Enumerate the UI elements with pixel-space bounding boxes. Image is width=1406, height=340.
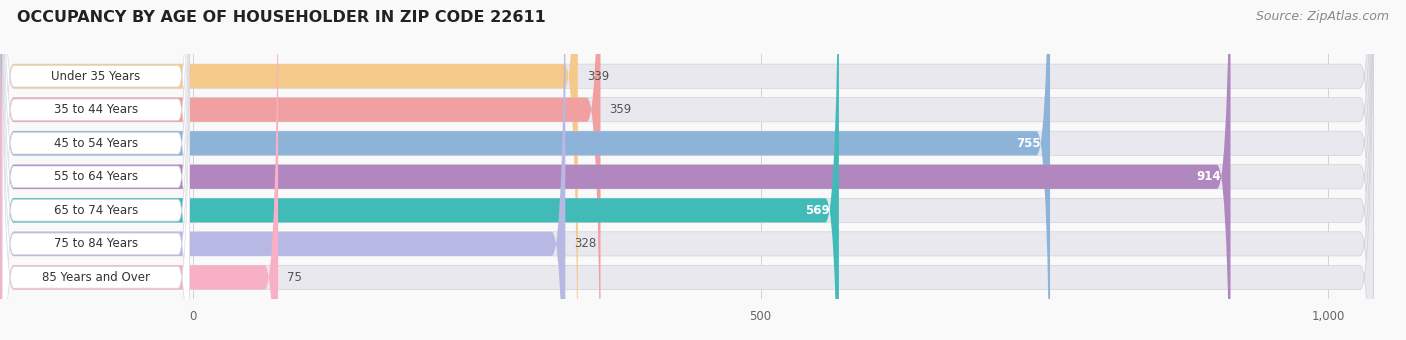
Text: 328: 328 — [575, 237, 596, 250]
Text: 359: 359 — [610, 103, 631, 116]
FancyBboxPatch shape — [3, 0, 190, 340]
FancyBboxPatch shape — [0, 0, 1050, 340]
Text: 569: 569 — [806, 204, 830, 217]
FancyBboxPatch shape — [0, 0, 1374, 340]
FancyBboxPatch shape — [0, 0, 1374, 340]
FancyBboxPatch shape — [3, 0, 190, 340]
FancyBboxPatch shape — [0, 0, 1374, 340]
FancyBboxPatch shape — [0, 0, 565, 340]
FancyBboxPatch shape — [0, 0, 839, 340]
FancyBboxPatch shape — [0, 0, 1374, 340]
Text: 914: 914 — [1197, 170, 1222, 183]
FancyBboxPatch shape — [3, 0, 190, 340]
Text: OCCUPANCY BY AGE OF HOUSEHOLDER IN ZIP CODE 22611: OCCUPANCY BY AGE OF HOUSEHOLDER IN ZIP C… — [17, 10, 546, 25]
Text: 75: 75 — [287, 271, 302, 284]
Text: 75 to 84 Years: 75 to 84 Years — [53, 237, 138, 250]
Text: 55 to 64 Years: 55 to 64 Years — [53, 170, 138, 183]
FancyBboxPatch shape — [0, 0, 278, 340]
FancyBboxPatch shape — [0, 0, 1374, 340]
Text: 35 to 44 Years: 35 to 44 Years — [53, 103, 138, 116]
FancyBboxPatch shape — [0, 0, 1374, 340]
Text: 85 Years and Over: 85 Years and Over — [42, 271, 150, 284]
FancyBboxPatch shape — [0, 0, 600, 340]
Text: Under 35 Years: Under 35 Years — [51, 70, 141, 83]
FancyBboxPatch shape — [3, 0, 190, 340]
FancyBboxPatch shape — [0, 0, 1374, 340]
Text: Source: ZipAtlas.com: Source: ZipAtlas.com — [1256, 10, 1389, 23]
FancyBboxPatch shape — [3, 0, 190, 340]
FancyBboxPatch shape — [3, 0, 190, 340]
Text: 45 to 54 Years: 45 to 54 Years — [53, 137, 138, 150]
Text: 339: 339 — [586, 70, 609, 83]
FancyBboxPatch shape — [0, 0, 578, 340]
FancyBboxPatch shape — [0, 0, 1230, 340]
Text: 65 to 74 Years: 65 to 74 Years — [53, 204, 138, 217]
Text: 755: 755 — [1017, 137, 1040, 150]
FancyBboxPatch shape — [3, 0, 190, 340]
